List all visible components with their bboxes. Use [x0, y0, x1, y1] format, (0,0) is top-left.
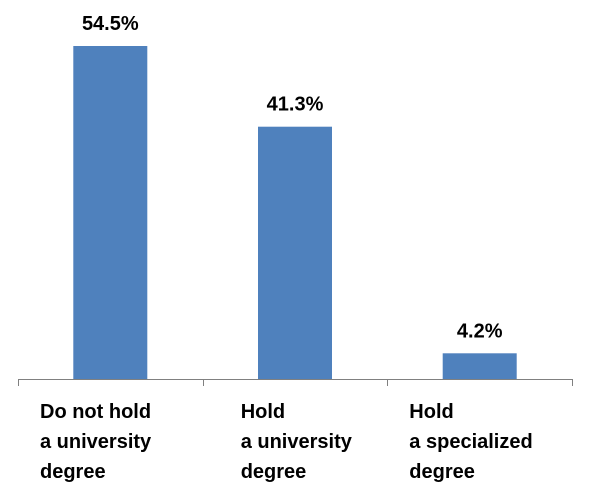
- data-label-2: 41.3%: [267, 94, 324, 116]
- data-label-3: 4.2%: [457, 320, 503, 342]
- data-labels-group: 54.5% 41.3% 4.2%: [82, 13, 503, 342]
- category-label-line: a university: [241, 431, 353, 453]
- bar-3: [442, 353, 517, 379]
- data-label-1: 54.5%: [82, 13, 139, 35]
- x-axis: [18, 379, 573, 386]
- category-label-line: a specialized: [409, 431, 532, 453]
- bar-2: [258, 126, 332, 379]
- category-label-line: Do not hold: [40, 401, 151, 423]
- category-label-line: Hold: [409, 401, 453, 423]
- bar-1: [73, 46, 148, 379]
- category-label-line: degree: [40, 461, 106, 483]
- category-label-3: Hold a specialized degree: [409, 401, 532, 483]
- category-label-1: Do not hold a university degree: [40, 401, 152, 483]
- category-label-line: Hold: [241, 401, 285, 423]
- category-label-line: a university: [40, 431, 152, 453]
- category-labels-group: Do not hold a university degree Hold a unive…: [40, 401, 533, 483]
- category-label-2: Hold a university degree: [241, 401, 353, 483]
- category-label-line: degree: [409, 461, 475, 483]
- category-label-line: degree: [241, 461, 307, 483]
- bars-group: [73, 46, 517, 379]
